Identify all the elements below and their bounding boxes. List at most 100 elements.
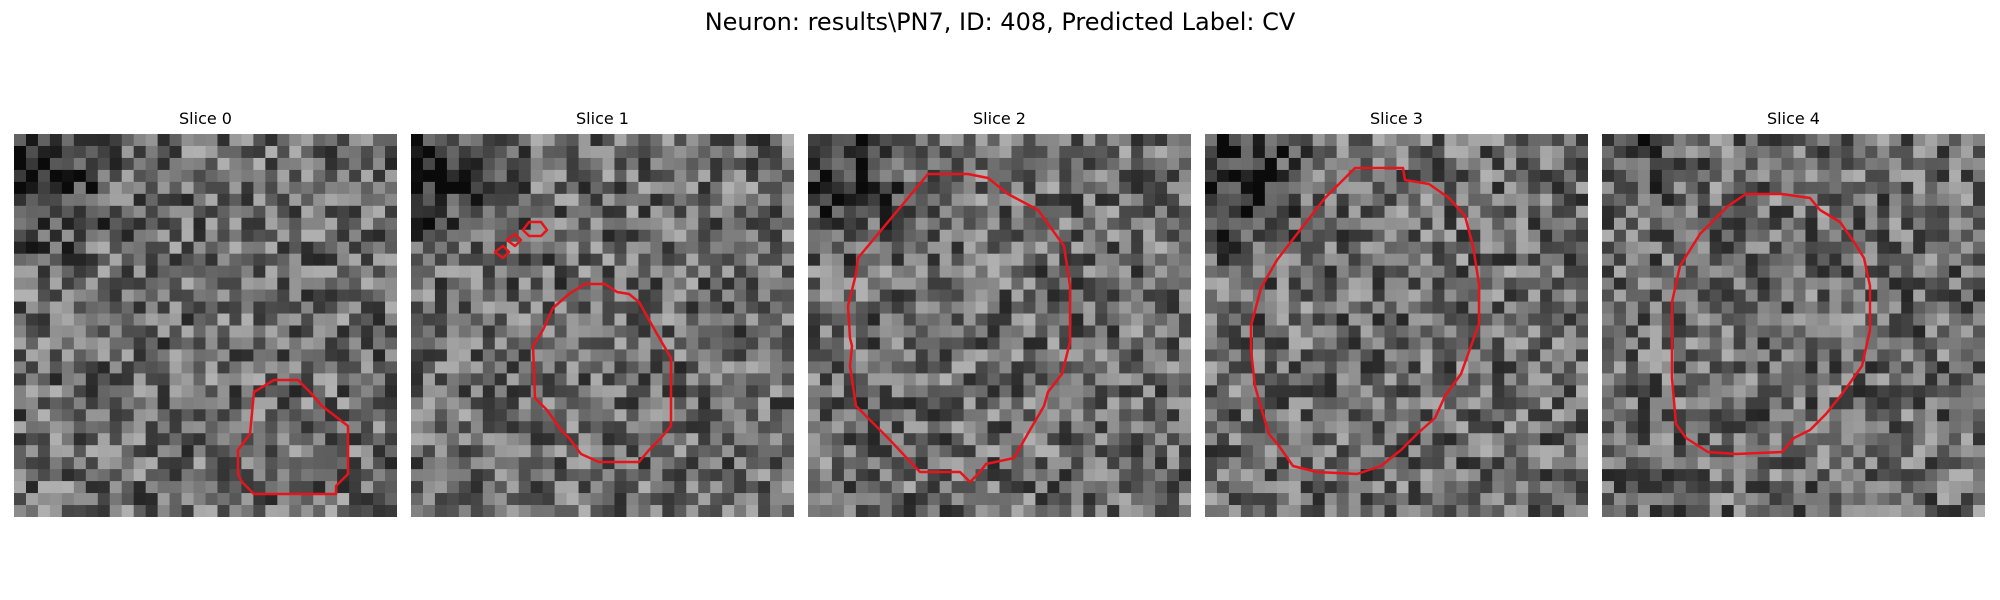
pixel [939, 349, 953, 363]
pixel [411, 157, 424, 171]
pixel [1625, 433, 1639, 446]
pixel [1179, 169, 1191, 183]
pixel [1336, 134, 1350, 147]
pixel [1721, 445, 1735, 458]
pixel [1805, 445, 1819, 458]
pixel [1913, 217, 1926, 231]
pixel [1901, 181, 1914, 195]
pixel [1083, 241, 1096, 255]
pixel [205, 433, 219, 446]
pixel [1745, 349, 1759, 363]
pixel [1709, 134, 1723, 147]
pixel [602, 349, 616, 363]
pixel [722, 385, 735, 398]
pixel [1179, 433, 1191, 446]
pixel [1324, 265, 1338, 279]
pixel [758, 325, 771, 339]
pixel [1564, 181, 1577, 195]
pixel [1673, 373, 1687, 386]
pixel [1504, 409, 1517, 422]
pixel [1480, 325, 1493, 339]
pixel [1805, 134, 1819, 147]
pixel [1360, 193, 1374, 207]
pixel [1205, 301, 1218, 315]
pixel [843, 134, 857, 147]
pixel [1420, 361, 1434, 374]
pixel [975, 433, 989, 446]
pixel [1781, 229, 1795, 243]
pixel [602, 313, 616, 327]
pixel [133, 433, 147, 446]
pixel [97, 217, 111, 231]
pixel [109, 373, 123, 386]
pixel [193, 134, 207, 147]
pixel [879, 229, 893, 243]
pixel [1709, 349, 1723, 363]
pixel [1119, 193, 1132, 207]
pixel [169, 181, 183, 195]
pixel [133, 229, 147, 243]
pixel [1901, 385, 1914, 398]
pixel [638, 289, 651, 303]
pixel [891, 481, 905, 494]
pixel [1240, 289, 1254, 303]
pixel [1805, 205, 1819, 219]
pixel [1372, 325, 1386, 339]
pixel [1083, 373, 1096, 386]
pixel [1216, 217, 1230, 231]
pixel [734, 229, 747, 243]
pixel [1709, 289, 1723, 303]
pixel [85, 157, 99, 171]
pixel [638, 181, 651, 195]
pixel [782, 313, 794, 327]
slice-0-contour [236, 378, 350, 496]
pixel [710, 337, 723, 351]
pixel [939, 505, 953, 517]
pixel [722, 313, 735, 327]
pixel [1023, 229, 1037, 243]
pixel [85, 229, 99, 243]
pixel [1925, 265, 1938, 279]
pixel [229, 409, 243, 422]
pixel [578, 301, 592, 315]
pixel [1937, 385, 1950, 398]
pixel [831, 157, 845, 171]
pixel [1889, 445, 1902, 458]
pixel [1733, 134, 1747, 147]
pixel [411, 373, 424, 386]
pixel [1372, 373, 1386, 386]
pixel [217, 349, 231, 363]
pixel [1925, 289, 1938, 303]
pixel [1023, 253, 1037, 267]
pixel [1095, 385, 1108, 398]
pixel [73, 157, 87, 171]
pixel [1757, 457, 1771, 470]
pixel [25, 481, 39, 494]
pixel [530, 493, 544, 506]
pixel [566, 361, 580, 374]
pixel [97, 157, 111, 171]
pixel [97, 481, 111, 494]
pixel [325, 421, 338, 434]
pixel [915, 373, 929, 386]
pixel [903, 145, 917, 159]
pixel [301, 373, 314, 386]
pixel [434, 157, 448, 171]
pixel [1205, 469, 1218, 482]
pixel [506, 325, 520, 339]
pixel [85, 361, 99, 374]
pixel [1276, 217, 1290, 231]
pixel [1336, 181, 1350, 195]
pixel [1540, 409, 1553, 422]
pixel [49, 433, 63, 446]
pixel [337, 157, 350, 171]
pixel [1240, 361, 1254, 374]
pixel [674, 169, 687, 183]
pixel [1324, 433, 1338, 446]
pixel [1673, 433, 1687, 446]
pixel [49, 457, 63, 470]
pixel [37, 457, 51, 470]
pixel [1528, 361, 1541, 374]
pixel [458, 397, 472, 410]
pixel [1324, 145, 1338, 159]
